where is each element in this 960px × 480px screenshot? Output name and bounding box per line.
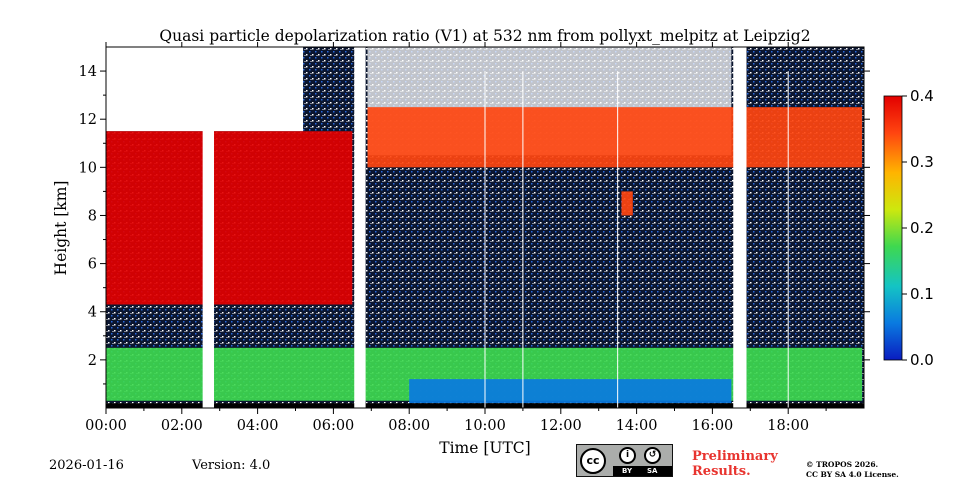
cc-logo-icon: cc — [580, 448, 606, 474]
data-gap — [733, 47, 747, 408]
data-gap — [202, 47, 215, 408]
colorbar-tick-label: 0.0 — [910, 351, 934, 369]
license-badge: cc i ↺ BY SA — [576, 444, 673, 477]
y-tick-label: 8 — [88, 208, 97, 224]
colorbar-tick-label: 0.4 — [910, 87, 934, 105]
data-gap — [354, 47, 366, 408]
y-tick-label: 14 — [79, 64, 97, 80]
copyright-line-2: CC BY SA 4.0 License. — [806, 470, 899, 479]
person-icon: i — [619, 447, 636, 464]
layer-afternoon-cirrus — [367, 107, 863, 168]
y-tick-label: 4 — [88, 305, 97, 321]
layer-morning-cirrus — [106, 131, 353, 305]
y-axis: 2 4 6 8 10 12 14 — [79, 64, 870, 385]
y-tick-label: 12 — [79, 112, 97, 128]
license-strip: BY SA — [613, 466, 672, 476]
y-tick-label: 6 — [88, 257, 97, 273]
layer-mixed-layer-base — [409, 379, 732, 404]
version-label: Version: 4.0 — [192, 458, 271, 473]
colorbar — [883, 95, 903, 361]
colorbar-tick-label: 0.3 — [910, 153, 934, 171]
x-tick-label: 00:00 — [85, 418, 127, 434]
x-tick-label: 14:00 — [616, 418, 658, 434]
y-tick-label: 2 — [88, 353, 97, 369]
preliminary-line-2: Results. — [692, 464, 751, 479]
preliminary-line-1: Preliminary — [692, 449, 778, 464]
colorbar-axis: 0.0 0.1 0.2 0.3 0.4 — [902, 87, 934, 369]
layer-cirrus-fall-streak — [621, 191, 633, 216]
by-label: BY — [622, 467, 633, 475]
colorbar-tick-label: 0.1 — [910, 285, 934, 303]
x-tick-label: 10:00 — [464, 418, 506, 434]
y-axis-label: Height [km] — [52, 181, 70, 276]
sa-label: SA — [647, 467, 658, 475]
copyright-line-1: © TROPOS 2026. — [806, 460, 879, 469]
x-tick-label: 06:00 — [313, 418, 355, 434]
x-axis-label: Time [UTC] — [439, 439, 530, 457]
x-tick-label: 02:00 — [161, 418, 203, 434]
plot-area — [106, 47, 864, 408]
x-tick-label: 04:00 — [237, 418, 279, 434]
chart-title: Quasi particle depolarization ratio (V1)… — [159, 27, 810, 45]
date-label: 2026-01-16 — [49, 458, 124, 473]
copyright-notice: © TROPOS 2026. CC BY SA 4.0 License. — [806, 460, 899, 480]
preliminary-notice: Preliminary Results. — [692, 449, 778, 479]
y-tick-label: 10 — [79, 160, 97, 176]
x-tick-label: 18:00 — [767, 418, 809, 434]
colorbar-tick-label: 0.2 — [910, 219, 934, 237]
share-alike-icon: ↺ — [644, 447, 661, 464]
x-tick-label: 08:00 — [388, 418, 430, 434]
x-tick-label: 16:00 — [692, 418, 734, 434]
x-axis: 00:00 02:00 04:00 06:00 08:00 10:00 12:00 14:00… — [85, 42, 827, 434]
x-tick-label: 12:00 — [540, 418, 582, 434]
